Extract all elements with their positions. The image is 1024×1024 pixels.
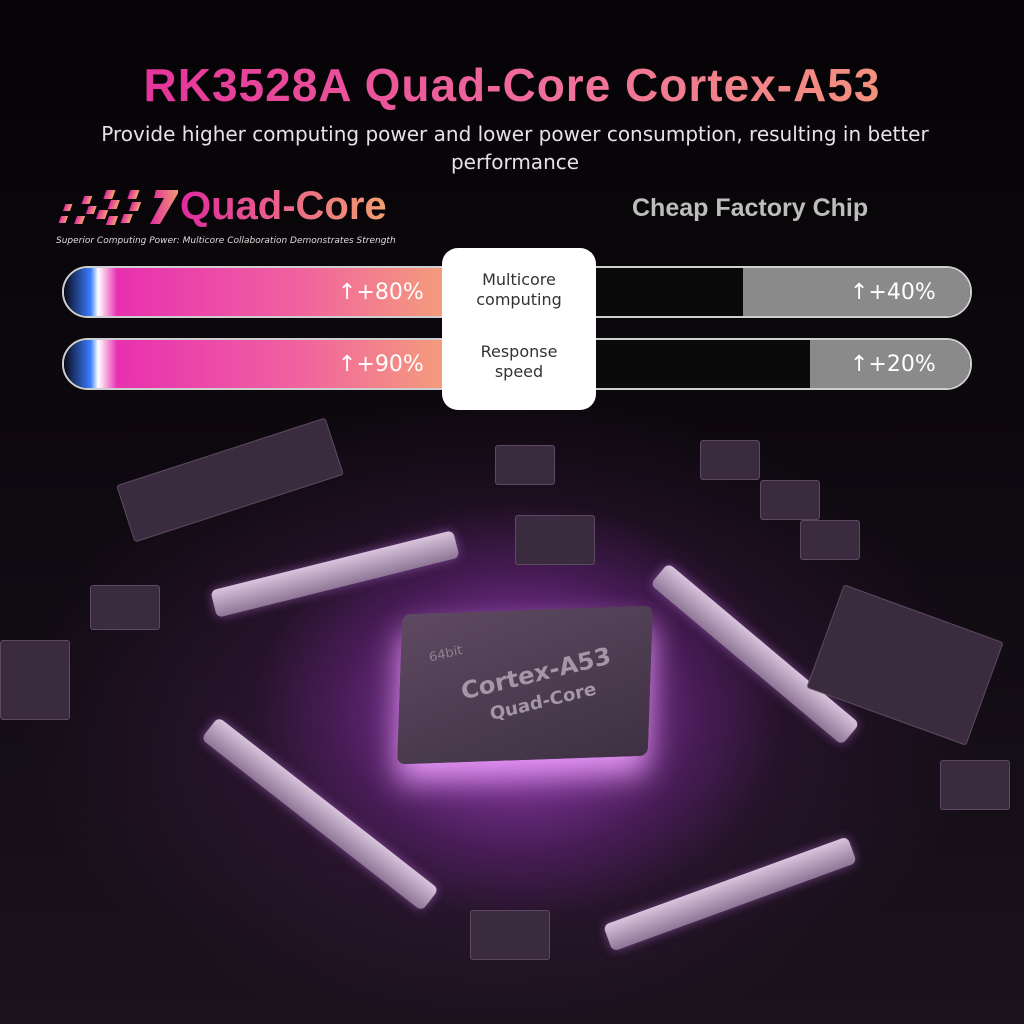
board-component [800,520,860,560]
board-component [470,910,550,960]
board-component [515,515,595,565]
quad-core-percent: ↑+80% [338,280,424,305]
quad-core-fill [64,268,444,316]
subtitle: Provide higher computing power and lower… [101,122,929,174]
page-title: RK3528A Quad-Core Cortex-A53 [0,58,1024,112]
cheap-chip-percent: ↑+20% [850,352,936,377]
board-component [495,445,555,485]
quad-core-percent: ↑+90% [338,352,424,377]
board-component [700,440,760,480]
board-component [90,585,160,630]
board-component [760,480,820,520]
cheap-chip-heading: Cheap Factory Chip [632,194,869,222]
checkered-flag-icon [58,190,178,225]
cheap-chip-fill [743,268,970,316]
cheap-chip-percent: ↑+40% [850,280,936,305]
label-multicore-line1: Multicore [482,270,556,289]
quad-core-fill [64,340,444,388]
board-component [0,640,70,720]
label-response-line1: Response [480,342,558,361]
cheap-chip-fill [810,340,970,388]
quad-core-tagline: Superior Computing Power: Multicore Coll… [56,236,396,246]
board-component [940,760,1010,810]
cpu-chip: 64bit Cortex-A53 Quad-Core [397,605,653,765]
comparison-labels-card: Multicore computing Response speed [442,248,596,410]
chip-bits: 64bit [427,642,464,666]
quad-core-heading: Quad-Core [180,184,387,228]
label-multicore-line2: computing [476,290,562,309]
label-response-line2: speed [494,362,544,381]
